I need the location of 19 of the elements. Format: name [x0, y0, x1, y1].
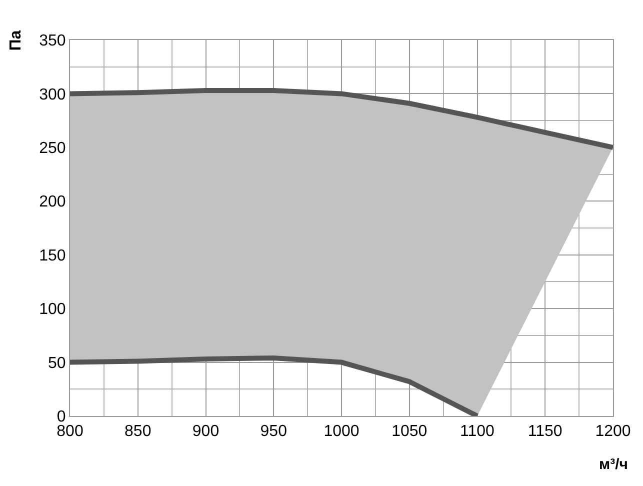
x-tick-label: 800	[56, 423, 84, 440]
x-tick-label: 950	[260, 423, 288, 440]
y-tick-label: 100	[39, 301, 66, 318]
x-tick-label: 1150	[528, 423, 562, 440]
y-tick-label: 50	[48, 354, 66, 372]
y-tick-label: 150	[39, 247, 66, 264]
y-tick-label: 350	[39, 32, 66, 50]
y-tick-label: 0	[56, 408, 66, 426]
x-tick-label: 850	[124, 423, 152, 440]
y-tick-label: 250	[39, 140, 66, 158]
y-axis-title: Па	[8, 30, 25, 51]
y-tick-label: 300	[39, 86, 66, 104]
x-axis-title: м³/ч	[599, 456, 628, 473]
x-tick-label: 1050	[392, 423, 428, 440]
x-tick-label: 900	[192, 423, 220, 440]
x-tick-label: 1000	[324, 423, 360, 440]
x-tick-label: 1100	[460, 423, 495, 440]
x-tick-label: 1200	[595, 423, 631, 440]
y-tick-label: 200	[39, 194, 66, 211]
